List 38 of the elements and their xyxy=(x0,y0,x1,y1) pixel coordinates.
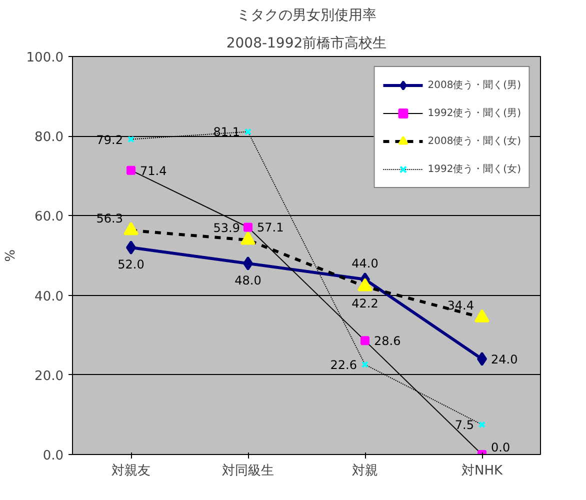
point xyxy=(478,421,486,428)
data-label: 0.0 xyxy=(491,440,510,454)
data-label: 57.1 xyxy=(257,220,284,235)
point xyxy=(360,336,370,346)
chart-subtitle: 2008-1992前橋市高校生 xyxy=(226,36,387,52)
data-label: 44.0 xyxy=(352,256,378,270)
legend-label: 1992使う・聞く(女) xyxy=(428,163,521,176)
y-tick-label: 20.0 xyxy=(34,368,64,384)
data-label: 53.9 xyxy=(213,220,240,235)
x-tick-label: 対NHK xyxy=(461,462,503,478)
data-label: 48.0 xyxy=(234,273,262,288)
legend-label: 1992使う・聞く(男) xyxy=(428,107,521,120)
y-tick-label: 80.0 xyxy=(34,130,64,146)
x-tick-label: 対同級生 xyxy=(222,462,274,478)
legend-label: 2008使う・聞く(男) xyxy=(428,79,521,92)
point xyxy=(128,136,134,143)
data-label: 28.6 xyxy=(374,334,401,348)
y-tick-label: 40.0 xyxy=(34,289,64,304)
data-label: 22.6 xyxy=(330,358,357,372)
data-label: 81.1 xyxy=(213,125,240,140)
legend-label: 2008使う・聞く(女) xyxy=(428,135,521,148)
y-tick-label: 0.0 xyxy=(42,448,64,464)
data-label: 7.5 xyxy=(454,418,474,432)
point xyxy=(244,222,252,232)
point xyxy=(362,361,368,368)
data-label: 24.0 xyxy=(491,352,518,366)
data-label: 52.0 xyxy=(118,258,144,272)
y-tick-label: 60.0 xyxy=(34,210,64,225)
point xyxy=(126,166,136,175)
chart-title: ミタクの男女別使用率 xyxy=(236,8,376,24)
data-label: 34.4 xyxy=(447,298,474,313)
data-label: 42.2 xyxy=(352,296,378,311)
data-label: 71.4 xyxy=(140,164,167,178)
y-tick-label: 100.0 xyxy=(26,50,64,66)
y-axis-title: % xyxy=(3,249,18,262)
x-tick-label: 対親 xyxy=(352,462,378,478)
x-tick-label: 対親友 xyxy=(112,462,150,478)
point xyxy=(244,128,252,136)
